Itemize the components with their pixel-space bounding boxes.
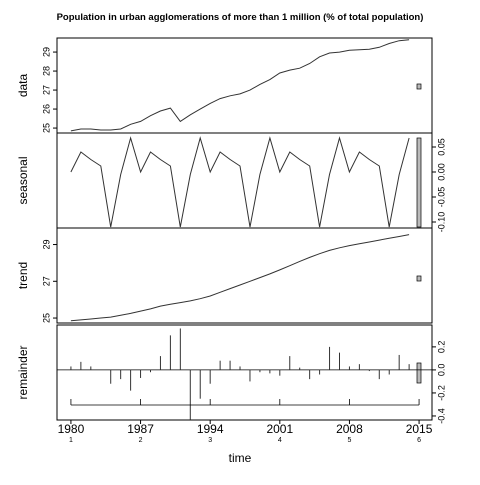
data-line <box>70 136 410 228</box>
data-line <box>70 39 410 132</box>
cycle-label: 5 <box>347 437 351 444</box>
scale-bar <box>416 275 422 282</box>
x-tick-label: 1980 <box>58 422 85 436</box>
y-tick-label: 29 <box>41 240 51 250</box>
scale-bars <box>416 83 422 384</box>
y-axis-label: trend <box>16 262 30 289</box>
y-axis-label: seasonal <box>16 156 30 204</box>
x-tick-label: 1994 <box>197 422 224 436</box>
x-axis-label: time <box>229 451 252 465</box>
y-tick-label: 0.05 <box>436 138 446 156</box>
y-axis-label: data <box>16 73 30 97</box>
y-tick-label: 27 <box>41 276 51 286</box>
y-tick-label: 0.00 <box>436 163 446 181</box>
y-tick-label: 25 <box>41 123 51 133</box>
y-tick-label: -0.2 <box>436 385 446 401</box>
y-tick-label: 25 <box>41 313 51 323</box>
panel-frame <box>56 324 433 421</box>
cycle-label: 1 <box>69 437 73 444</box>
y-tick-label: 29 <box>41 47 51 57</box>
chart-title: Population in urban agglomerations of mo… <box>57 12 424 23</box>
y-tick-label: 28 <box>41 66 51 76</box>
x-tick-label: 2008 <box>336 422 363 436</box>
y-tick-label: 0.0 <box>436 364 446 377</box>
cycle-label: 3 <box>208 437 212 444</box>
panel-frame <box>56 37 433 134</box>
x-tick-label: 2015 <box>406 422 433 436</box>
x-tick-label: 2001 <box>266 422 293 436</box>
scale-bar <box>416 362 422 384</box>
y-tick-label: 27 <box>41 85 51 95</box>
cycle-label: 6 <box>417 437 421 444</box>
y-tick-label: -0.4 <box>436 408 446 424</box>
scale-bar <box>416 83 422 90</box>
y-tick-label: -0.10 <box>436 212 446 233</box>
scale-bar <box>416 137 422 228</box>
y-tick-label: -0.05 <box>436 187 446 208</box>
panel-frame <box>56 227 433 324</box>
y-axis-label: remainder <box>16 345 30 399</box>
cycle-label: 4 <box>278 437 282 444</box>
x-tick-label: 1987 <box>127 422 154 436</box>
y-tick-label: 26 <box>41 104 51 114</box>
cycle-label: 2 <box>139 437 143 444</box>
data-line <box>70 234 410 322</box>
y-tick-label: 0.2 <box>436 341 446 354</box>
